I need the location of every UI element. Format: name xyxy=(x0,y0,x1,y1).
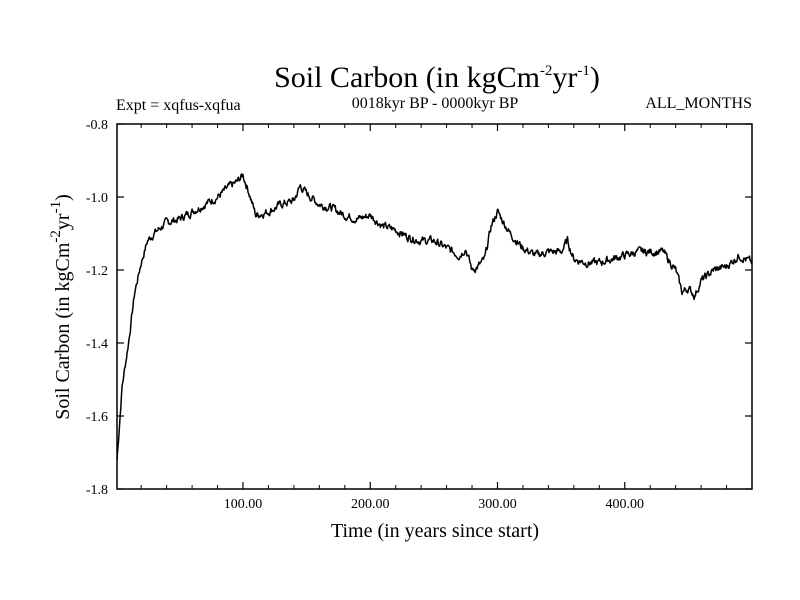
plot-frame xyxy=(116,123,753,490)
x-axis: 100.00 200.00 300.00 400.00 xyxy=(140,124,728,512)
y-tick-label: -0.8 xyxy=(86,118,108,133)
y-tick-label: -1.4 xyxy=(86,337,108,352)
x-tick-label: 300.00 xyxy=(478,497,517,512)
y-axis: -1.8 -1.6 -1.4 -1.2 -1.0 -0.8 xyxy=(86,118,752,498)
y-tick-label: -1.0 xyxy=(86,191,108,206)
y-tick-label: -1.2 xyxy=(86,264,108,279)
x-tick-label: 100.00 xyxy=(224,497,263,512)
time-range-label: 0018kyr BP - 0000kyr BP xyxy=(352,95,519,112)
chart-title: Soil Carbon (in kgCm-2yr-1) xyxy=(274,61,600,94)
experiment-label: Expt = xqfus-xqfua xyxy=(116,97,241,114)
months-label: ALL_MONTHS xyxy=(645,95,752,112)
y-tick-label: -1.8 xyxy=(86,483,108,498)
series-line xyxy=(116,173,753,460)
y-axis-label: Soil Carbon (in kgCm-2yr-1) xyxy=(48,194,74,420)
x-axis-label: Time (in years since start) xyxy=(331,520,539,542)
y-tick-label: -1.6 xyxy=(86,410,108,425)
x-tick-label: 200.00 xyxy=(351,497,390,512)
x-tick-label: 400.00 xyxy=(605,497,644,512)
